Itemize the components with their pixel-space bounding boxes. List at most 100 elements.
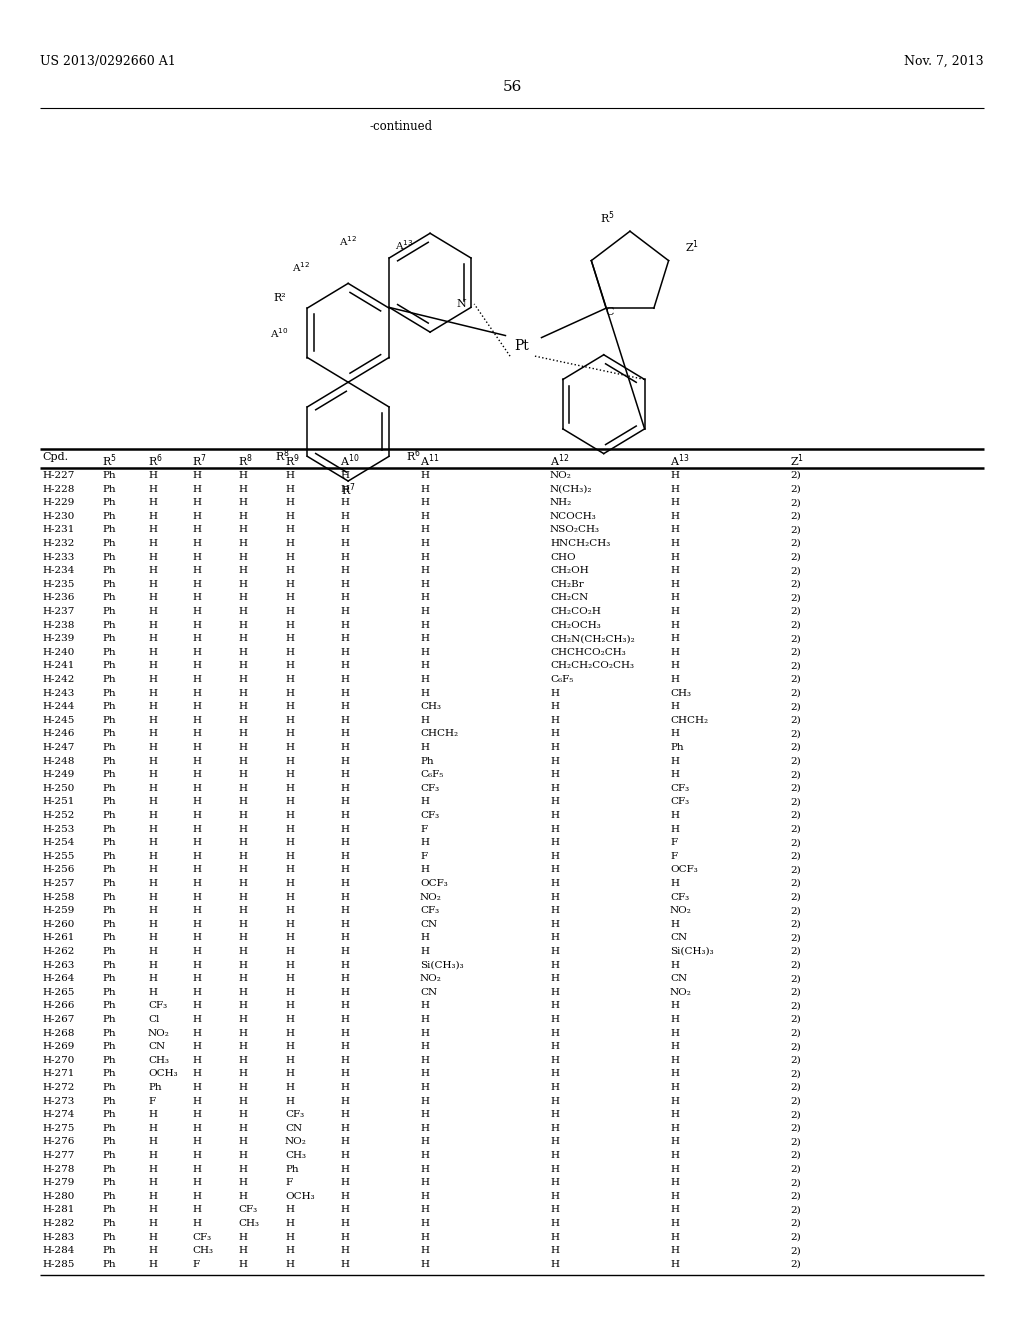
Text: H: H [285,907,294,915]
Text: H: H [420,866,429,874]
Text: Ph: Ph [102,879,116,888]
Text: H: H [193,920,201,929]
Text: H: H [148,987,157,997]
Text: H: H [193,1069,201,1078]
Text: H-254: H-254 [42,838,75,847]
Text: H: H [420,512,429,521]
Text: A$^{13}$: A$^{13}$ [394,238,413,252]
Text: H: H [550,1002,559,1010]
Text: H: H [193,1056,201,1065]
Text: Ph: Ph [102,539,116,548]
Text: H: H [148,1179,157,1187]
Text: H: H [285,648,294,657]
Text: Ph: Ph [102,1110,116,1119]
Text: CH₃: CH₃ [238,1218,259,1228]
Text: H: H [340,1233,349,1242]
Text: H: H [670,525,679,535]
Text: H: H [340,579,349,589]
Text: H: H [238,1246,247,1255]
Text: H: H [670,675,679,684]
Text: 2): 2) [790,525,801,535]
Text: H: H [238,1110,247,1119]
Text: H: H [420,1218,429,1228]
Text: H: H [550,1233,559,1242]
Text: H: H [285,879,294,888]
Text: Ph: Ph [148,1082,162,1092]
Text: H: H [285,525,294,535]
Text: H: H [193,525,201,535]
Text: 2): 2) [790,1164,801,1173]
Text: H: H [238,838,247,847]
Text: H: H [670,1002,679,1010]
Text: H: H [193,607,201,616]
Text: CH₂OH: CH₂OH [550,566,589,576]
Text: H-245: H-245 [42,715,75,725]
Text: 2): 2) [790,1110,801,1119]
Text: CH₃: CH₃ [670,689,691,697]
Text: H: H [340,1056,349,1065]
Text: F: F [285,1179,292,1187]
Text: CF₃: CF₃ [238,1205,257,1214]
Text: Ph: Ph [102,484,116,494]
Text: H: H [238,715,247,725]
Text: Ph: Ph [285,1164,299,1173]
Text: H: H [148,1164,157,1173]
Text: H: H [285,920,294,929]
Text: H-251: H-251 [42,797,75,807]
Text: H: H [340,1218,349,1228]
Text: CF₃: CF₃ [285,1110,304,1119]
Text: H: H [550,892,559,902]
Text: R$^8$: R$^8$ [275,447,290,463]
Text: H: H [420,471,429,480]
Text: H: H [550,1205,559,1214]
Text: H: H [670,1097,679,1106]
Text: H: H [148,579,157,589]
Text: H: H [550,1218,559,1228]
Text: CF₃: CF₃ [670,892,689,902]
Text: H: H [285,743,294,752]
Text: H: H [148,866,157,874]
Text: H: H [238,1151,247,1160]
Text: H: H [238,525,247,535]
Text: 2): 2) [790,743,801,752]
Text: H: H [340,702,349,711]
Text: H: H [550,730,559,738]
Text: H: H [285,539,294,548]
Text: R$^5$: R$^5$ [600,209,614,226]
Text: H: H [285,946,294,956]
Text: Ph: Ph [102,512,116,521]
Text: CH₂CN: CH₂CN [550,594,588,602]
Text: H: H [340,851,349,861]
Text: H: H [238,1164,247,1173]
Text: H: H [148,498,157,507]
Text: H: H [340,756,349,766]
Text: H: H [285,730,294,738]
Text: H: H [670,1179,679,1187]
Text: Ph: Ph [102,933,116,942]
Text: H: H [285,866,294,874]
Text: H: H [285,784,294,793]
Text: 2): 2) [790,933,801,942]
Text: H-242: H-242 [42,675,75,684]
Text: Ph: Ph [102,1097,116,1106]
Text: Ph: Ph [102,1218,116,1228]
Text: 2): 2) [790,1028,801,1038]
Text: H: H [285,1056,294,1065]
Text: H: H [420,553,429,561]
Text: 2): 2) [790,838,801,847]
Text: Ph: Ph [102,689,116,697]
Text: NO₂: NO₂ [670,907,692,915]
Text: H-240: H-240 [42,648,75,657]
Text: R$^6$: R$^6$ [407,447,421,463]
Text: H: H [670,539,679,548]
Text: Ph: Ph [102,1151,116,1160]
Text: H: H [238,661,247,671]
Text: H: H [148,525,157,535]
Text: H: H [193,512,201,521]
Text: H: H [340,1138,349,1146]
Text: 2): 2) [790,1138,801,1146]
Text: H: H [550,1069,559,1078]
Text: Ph: Ph [102,634,116,643]
Text: H: H [340,743,349,752]
Text: H: H [550,1082,559,1092]
